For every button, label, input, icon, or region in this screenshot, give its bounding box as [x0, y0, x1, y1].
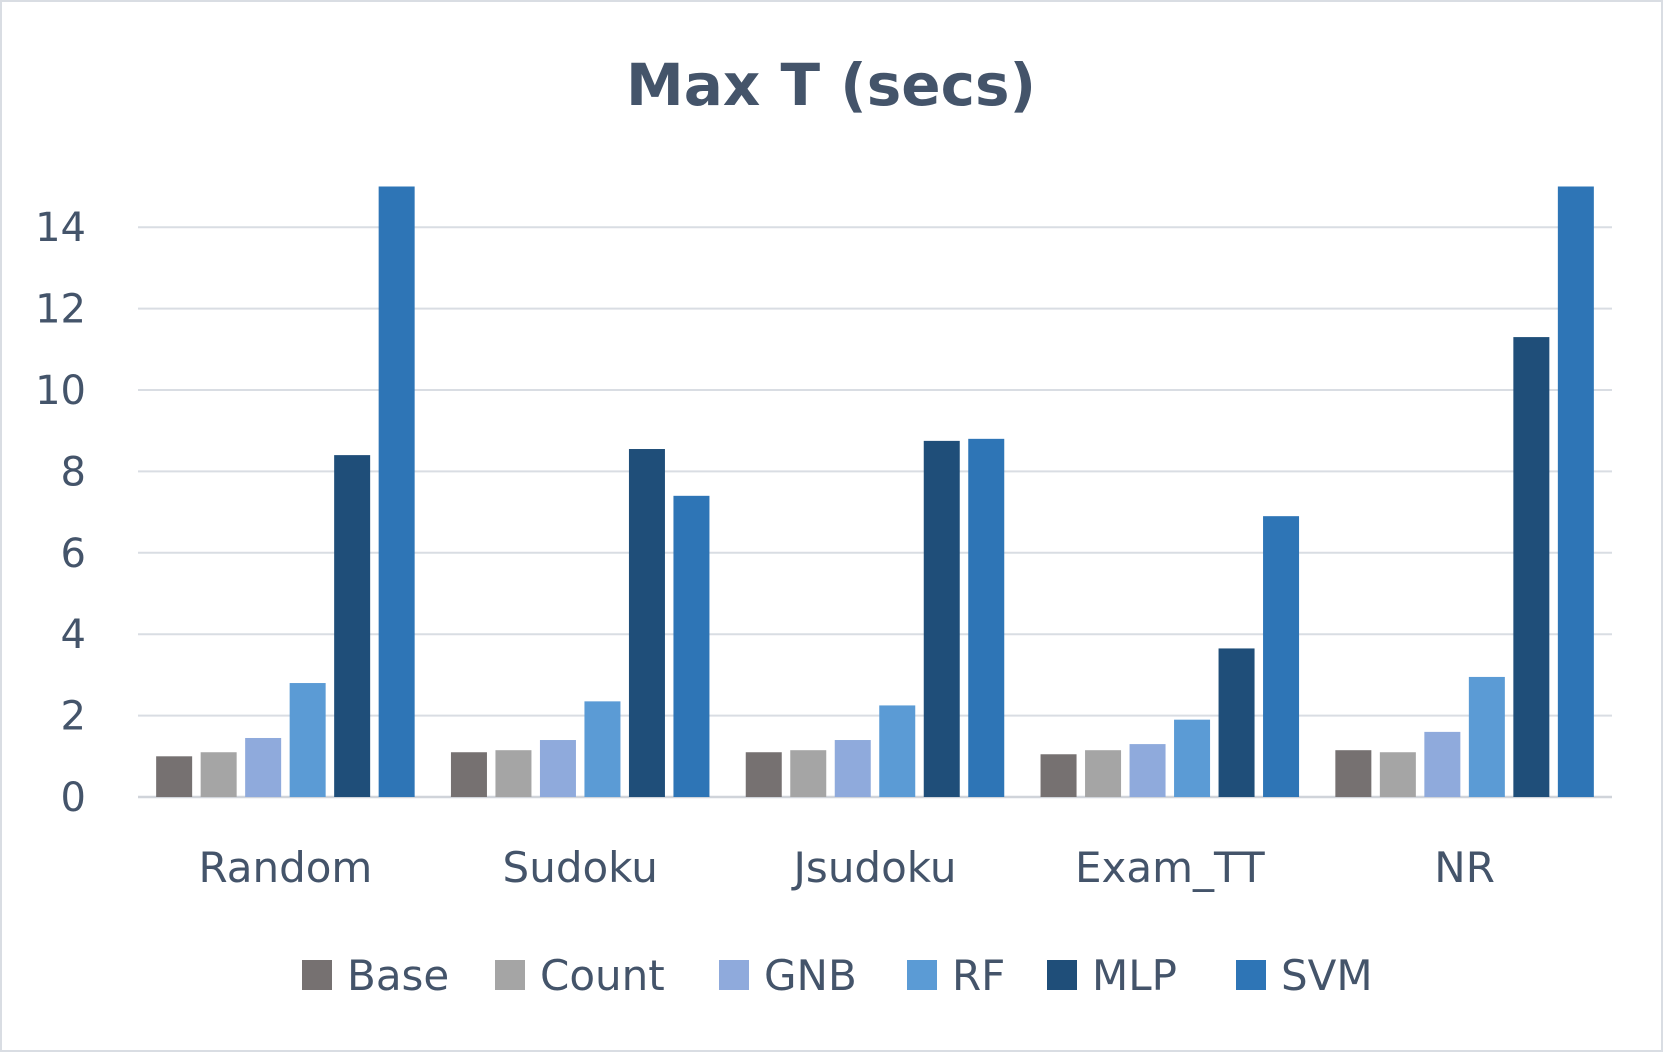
x-category-label: Sudoku	[503, 843, 658, 892]
bar-base-random	[156, 756, 193, 797]
bar-count-sudoku	[495, 750, 532, 797]
bar-mlp-jsudoku	[923, 440, 960, 797]
legend-label-svm: SVM	[1281, 951, 1373, 1000]
y-axis-ticks: 0 2 4 6 8 10 12 14	[35, 205, 86, 821]
y-tick-label: 12	[35, 287, 86, 333]
chart-title: Max T (secs)	[626, 51, 1036, 119]
y-tick-label: 0	[61, 775, 86, 821]
bar-count-exam_tt	[1085, 750, 1122, 797]
bar-gnb-sudoku	[539, 740, 576, 797]
x-category-label: NR	[1434, 843, 1495, 892]
y-tick-label: 8	[61, 449, 86, 495]
bar-mlp-random	[334, 455, 371, 797]
bar-base-nr	[1335, 750, 1372, 797]
x-axis-categories: Random Sudoku Jsudoku Exam_TT NR	[198, 843, 1494, 892]
bar-gnb-jsudoku	[834, 740, 871, 797]
legend: Base Count GNB RF MLP SVM	[302, 951, 1373, 1000]
bar-mlp-sudoku	[628, 449, 665, 797]
bar-svm-nr	[1557, 186, 1594, 797]
bar-base-exam_tt	[1040, 754, 1077, 797]
legend-label-rf: RF	[952, 951, 1005, 1000]
y-tick-label: 2	[61, 694, 86, 740]
legend-swatch-gnb	[719, 960, 749, 990]
bars	[156, 186, 1594, 797]
bar-gnb-random	[245, 737, 282, 797]
bar-mlp-exam_tt	[1218, 648, 1255, 797]
legend-label-base: Base	[347, 951, 449, 1000]
bar-rf-exam_tt	[1174, 719, 1211, 797]
bar-svm-random	[378, 186, 415, 797]
legend-swatch-count	[495, 960, 525, 990]
legend-label-count: Count	[540, 951, 665, 1000]
legend-swatch-rf	[907, 960, 937, 990]
bar-svm-exam_tt	[1263, 516, 1300, 797]
legend-swatch-base	[302, 960, 332, 990]
x-category-label: Random	[198, 843, 372, 892]
bar-count-nr	[1379, 752, 1416, 797]
bar-rf-jsudoku	[879, 705, 916, 797]
legend-swatch-mlp	[1047, 960, 1077, 990]
y-tick-label: 10	[35, 368, 86, 414]
bar-svm-sudoku	[673, 495, 710, 797]
bar-rf-nr	[1468, 676, 1505, 797]
bar-gnb-nr	[1424, 731, 1461, 797]
bar-count-jsudoku	[790, 750, 827, 797]
bar-gnb-exam_tt	[1129, 744, 1166, 797]
bar-svm-jsudoku	[968, 438, 1005, 797]
bar-rf-random	[289, 683, 326, 797]
bar-base-sudoku	[450, 752, 487, 797]
y-tick-label: 4	[61, 612, 86, 658]
bar-base-jsudoku	[745, 752, 782, 797]
y-tick-label: 14	[35, 205, 86, 251]
bar-count-random	[200, 752, 237, 797]
legend-swatch-svm	[1236, 960, 1266, 990]
y-tick-label: 6	[61, 531, 86, 577]
x-category-label: Exam_TT	[1075, 843, 1265, 892]
bar-rf-sudoku	[584, 701, 621, 797]
legend-label-gnb: GNB	[764, 951, 857, 1000]
bar-mlp-nr	[1513, 337, 1550, 797]
x-category-label: Jsudoku	[791, 843, 957, 892]
legend-label-mlp: MLP	[1092, 951, 1177, 1000]
